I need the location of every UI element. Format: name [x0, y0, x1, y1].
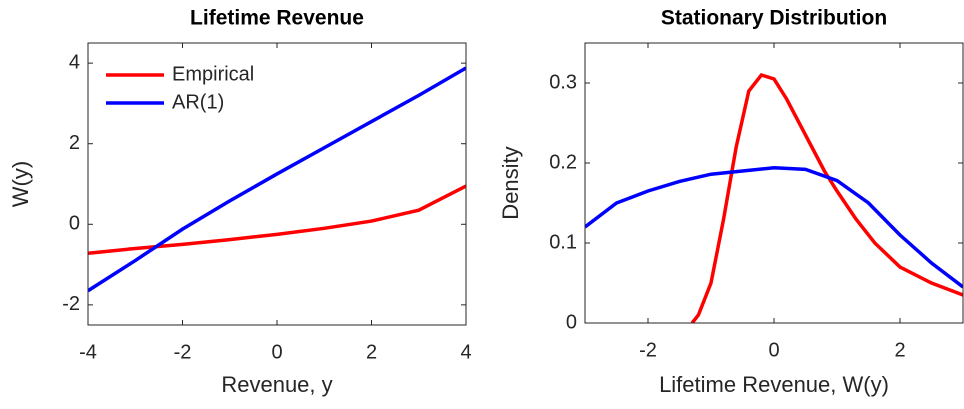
x-tick-label: 0: [768, 339, 779, 361]
chart-title: Lifetime Revenue: [190, 7, 364, 30]
y-axis-title: Density: [498, 146, 523, 219]
x-axis-title: Lifetime Revenue, W(y): [659, 372, 889, 397]
x-tick-label: -2: [639, 339, 657, 361]
x-tick-label: 2: [366, 341, 377, 363]
y-tick-label: 0.2: [549, 151, 577, 173]
plot-area: [88, 66, 466, 293]
line-series: [88, 184, 466, 256]
axes-box: [87, 42, 467, 326]
x-tick-label: 0: [271, 341, 282, 363]
line-series: [585, 166, 963, 289]
y-tick-label: 2: [69, 132, 80, 154]
y-tick-label: 0: [566, 311, 577, 333]
plot-area: [585, 72, 963, 323]
legend-label: AR(1): [172, 91, 224, 113]
line-series: [88, 66, 466, 293]
legend-label: Empirical: [172, 63, 254, 85]
chart-title: Stationary Distribution: [661, 7, 887, 30]
x-tick-label: 2: [894, 339, 905, 361]
y-tick-label: 0.3: [549, 71, 577, 93]
x-axis-title: Revenue, y: [221, 372, 332, 397]
x-tick-label: 4: [460, 341, 471, 363]
x-tick-label: -4: [79, 341, 97, 363]
y-tick-label: 0.1: [549, 231, 577, 253]
y-tick-label: 4: [69, 51, 80, 73]
axes-box: [584, 42, 964, 324]
x-tick-label: -2: [174, 341, 192, 363]
y-axis-title: W(y): [8, 161, 33, 207]
y-tick-label: 0: [69, 213, 80, 235]
y-tick-label: -2: [62, 293, 80, 315]
line-series: [690, 72, 963, 323]
